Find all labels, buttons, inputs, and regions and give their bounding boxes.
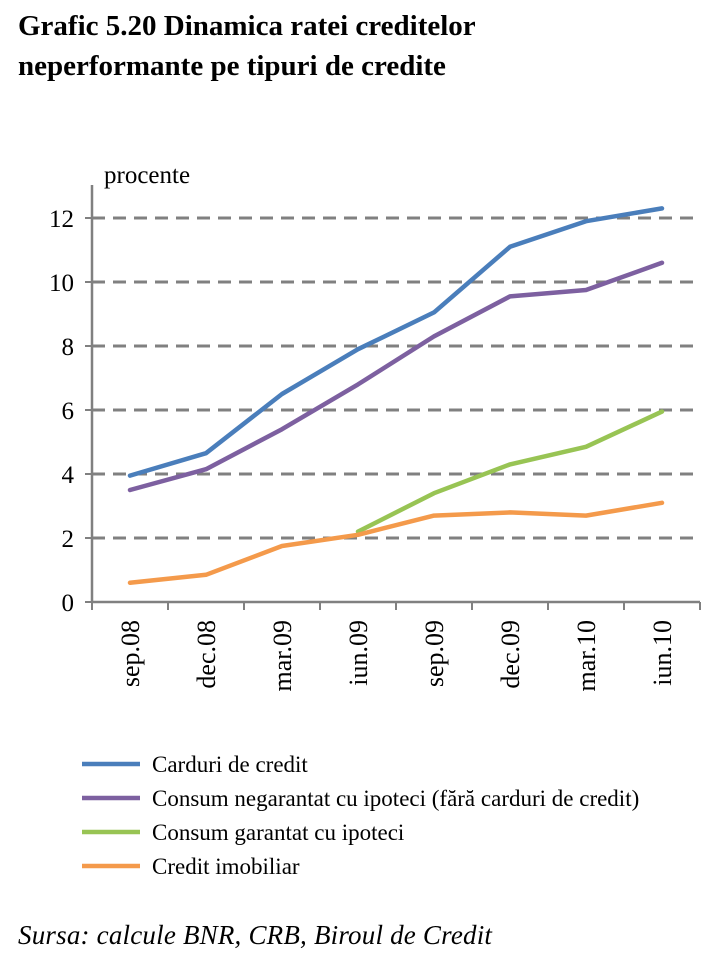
y-tick-label: 2 (62, 526, 75, 553)
legend-label-2: Consum negarantat cu ipoteci (fără cardu… (152, 786, 639, 811)
legend-label-3: Consum garantat cu ipoteci (152, 820, 404, 845)
source-note: Sursa: calcule BNR, CRB, Biroul de Credi… (18, 920, 493, 950)
legend-label-4: Credit imobiliar (152, 854, 300, 879)
x-tick-label: dec.09 (496, 620, 525, 689)
y-tick-label: 6 (62, 398, 75, 425)
x-tick-label: sep.08 (116, 620, 145, 687)
y-tick-label: 4 (62, 462, 75, 489)
x-tick-label: sep.09 (420, 620, 449, 687)
x-tick-label: iun.09 (344, 620, 373, 686)
y-tick-label: 8 (62, 334, 75, 361)
axes (85, 185, 701, 610)
y-axis-label: procente (104, 162, 190, 189)
legend: Carduri de credit Consum negarantat cu ip… (82, 752, 639, 879)
series-line-2 (127, 260, 665, 493)
x-tick-label: dec.08 (192, 620, 221, 689)
chart-title-line-2: neperformante pe tipuri de credite (18, 50, 446, 82)
x-tick-label: mar.09 (268, 620, 297, 692)
x-tick-label: mar.10 (572, 620, 601, 692)
series-line-4 (127, 500, 665, 586)
legend-label-1: Carduri de credit (152, 752, 308, 777)
y-tick-label: 12 (49, 206, 74, 233)
chart-title: Grafic 5.20 Dinamica ratei creditelor ne… (18, 6, 708, 86)
chart-title-line-1: Grafic 5.20 Dinamica ratei creditelor (18, 10, 476, 42)
series-lines (127, 206, 665, 586)
grid-lines (92, 216, 700, 540)
series-line-3 (355, 409, 665, 534)
y-tick-label: 0 (62, 590, 75, 617)
series-line-1 (127, 206, 665, 478)
x-tick-label: iun.10 (648, 620, 677, 686)
tick-labels: 0 2 4 6 8 10 12 procente sep.08 dec.08 mar.09 iun.0… (49, 162, 677, 692)
y-tick-label: 10 (49, 270, 74, 297)
